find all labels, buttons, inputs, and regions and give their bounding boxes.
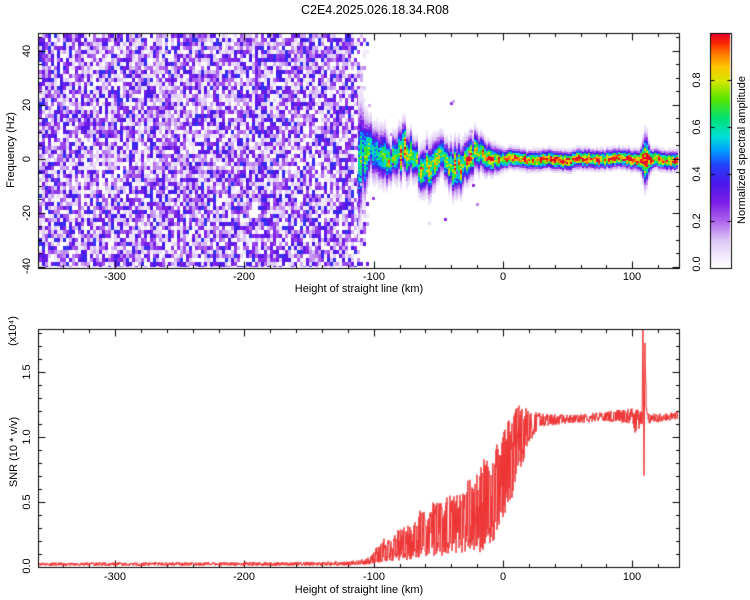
top-ytick-label: -20 [21,205,33,221]
bottom-ytick-label: 1.0 [21,429,33,445]
top-x-axis-title: Height of straight line (km) [294,283,424,295]
colorbar-tick-label: 0.8 [691,72,703,88]
bottom-xtick-label: -100 [362,571,386,583]
top-xtick-label: -200 [232,271,256,283]
top-xtick-label: 0 [499,271,507,283]
top-ytick-label: 40 [21,44,33,58]
bottom-xtick-label: -200 [232,571,256,583]
top-xtick-label: 100 [622,271,642,283]
bottom-y-axis-title: SNR (10 * v/v) [8,416,20,488]
bottom-ytick-label: 0.0 [21,558,33,574]
bottom-xtick-label: 0 [499,571,507,583]
page-title: C2E4.2025.026.18.34.R08 [300,3,450,17]
colorbar-tick-label: 0.2 [691,213,703,229]
bottom-ytick-label: 1.5 [21,364,33,380]
bottom-xtick-label: 100 [622,571,642,583]
bottom-y-axis-scale: (x10⁴) [7,316,19,346]
colorbar-axis-title: Normalized spectral amplitude [736,76,748,224]
top-ytick-label: 0 [21,155,33,163]
top-ytick-label: -40 [21,258,33,274]
bottom-xtick-label: -300 [103,571,127,583]
colorbar-tick-label: 0.6 [691,119,703,135]
bottom-ytick-label: 0.5 [21,494,33,510]
colorbar-tick-label: 0.0 [691,256,703,272]
top-ytick-label: 20 [21,98,33,112]
top-y-axis-title: Frequency (Hz) [5,112,17,188]
top-xtick-label: -300 [103,271,127,283]
colorbar-tick-label: 0.4 [691,166,703,182]
top-xtick-label: -100 [362,271,386,283]
bottom-x-axis-title: Height of straight line (km) [294,584,424,596]
